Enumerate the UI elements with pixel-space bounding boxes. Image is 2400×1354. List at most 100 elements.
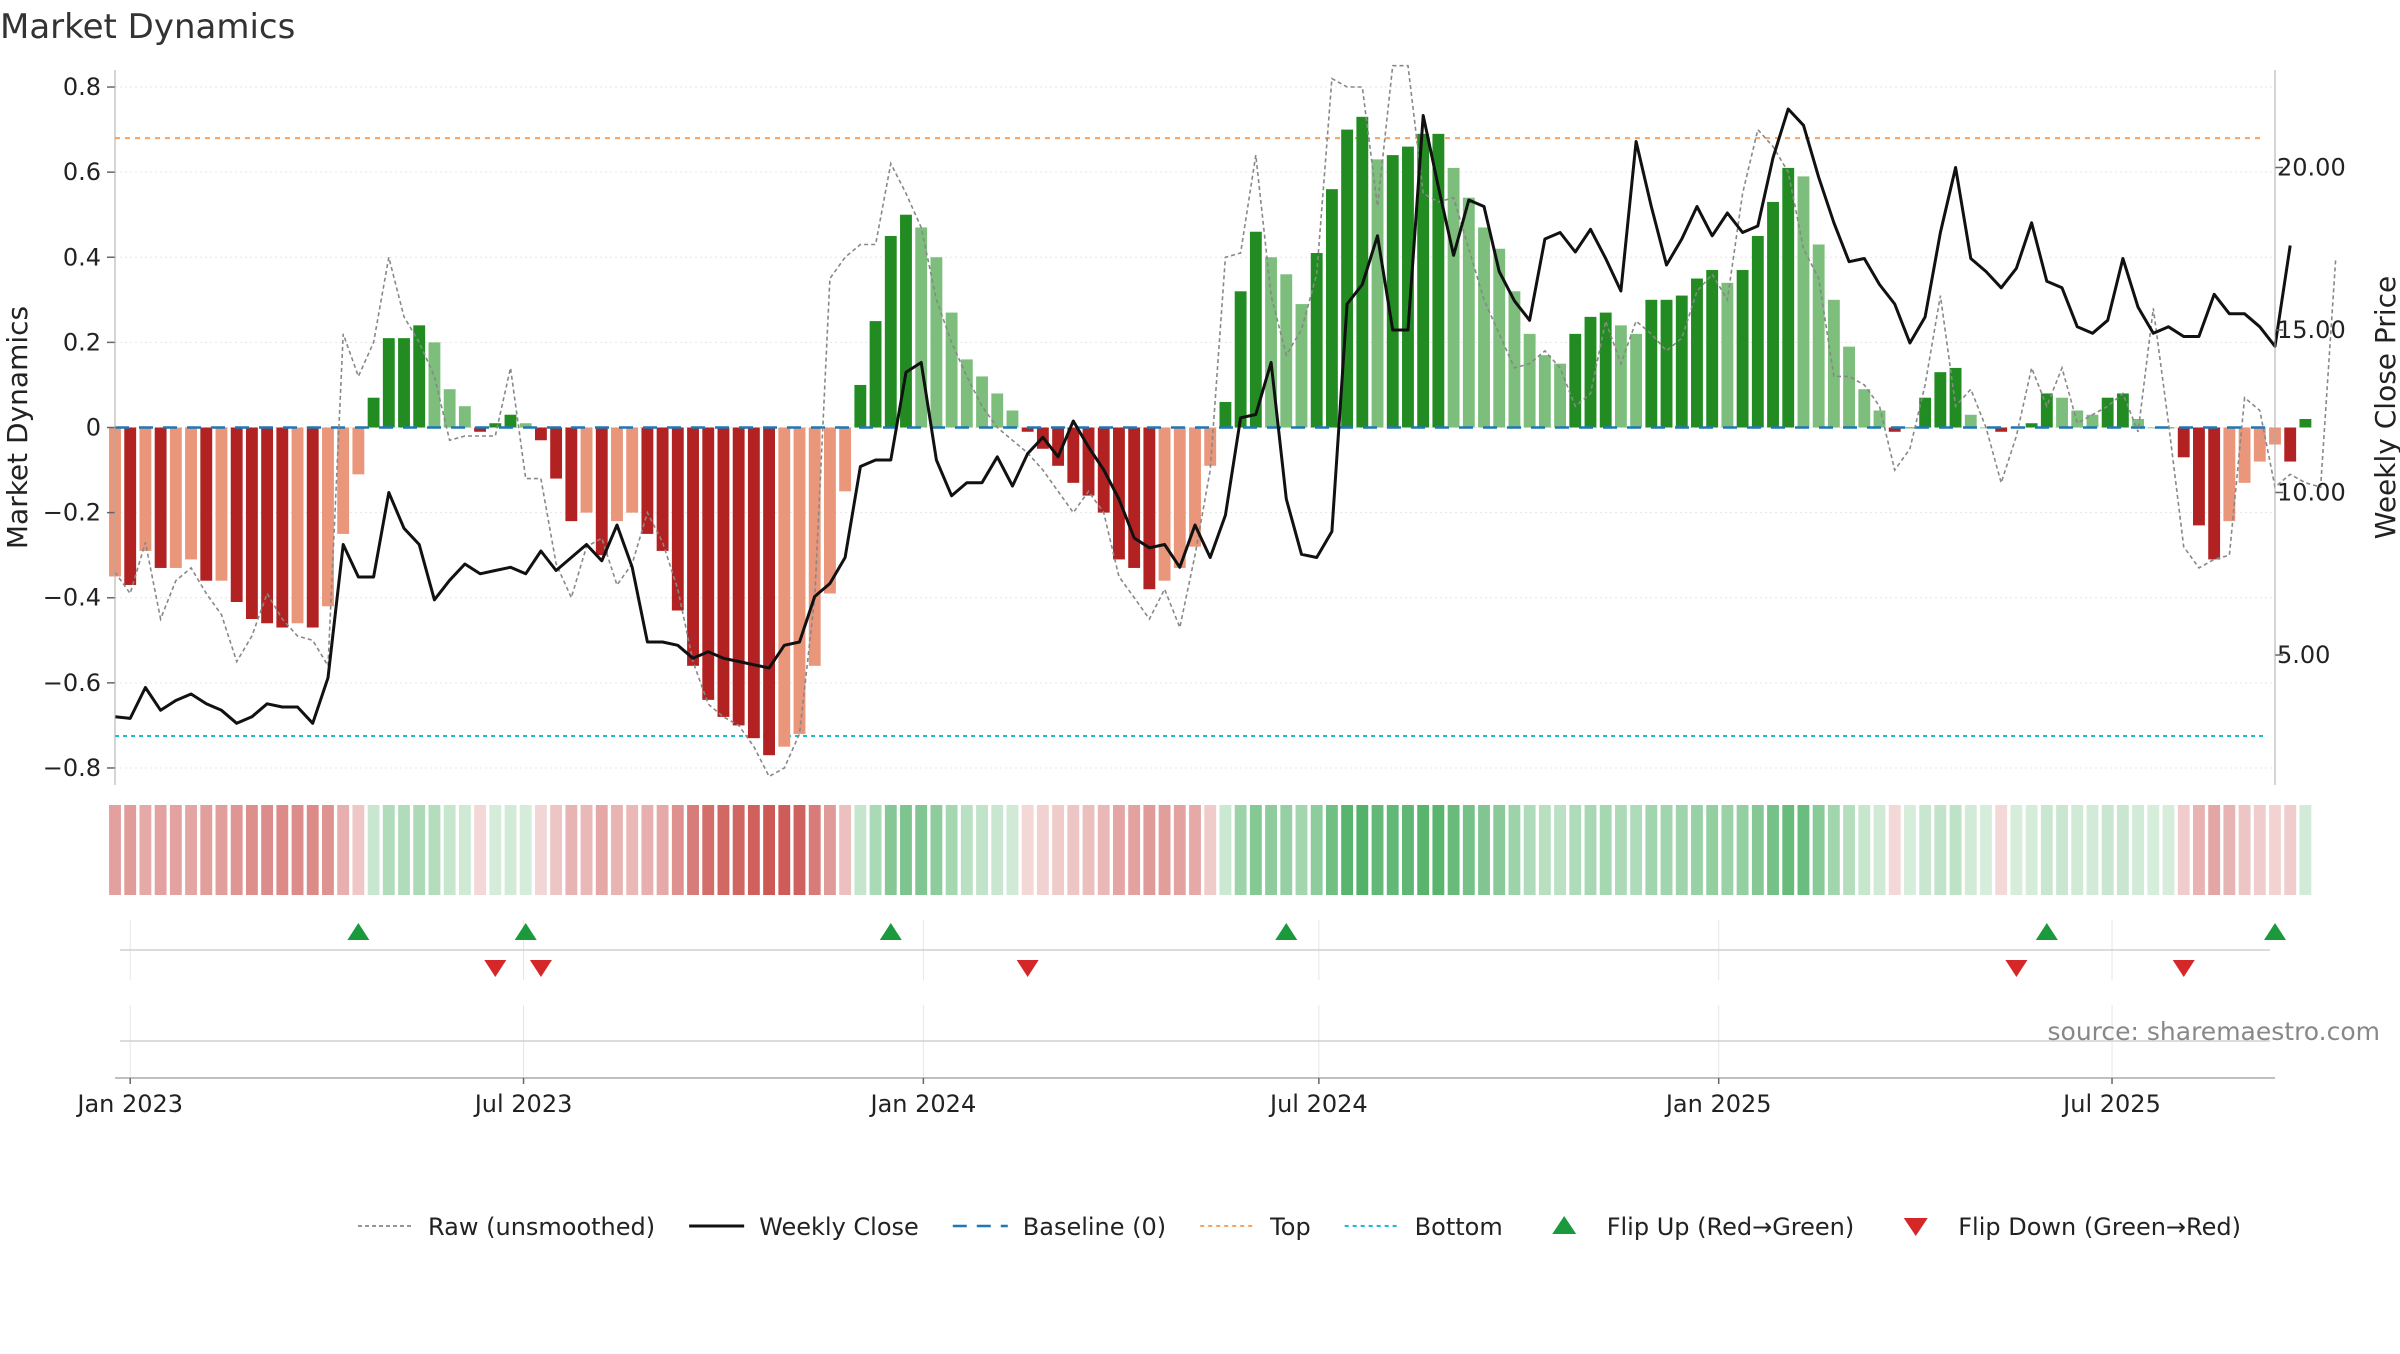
flip-up-marker bbox=[1275, 923, 1298, 940]
dynamics-bar bbox=[1767, 201, 1779, 428]
flip-down-marker bbox=[2172, 960, 2195, 977]
heat-strip-cell bbox=[702, 805, 715, 895]
heat-strip-cell bbox=[930, 805, 943, 895]
dynamics-bar bbox=[1554, 363, 1566, 428]
y-axis-left-label: Market Dynamics bbox=[1, 306, 34, 549]
heat-strip-cell bbox=[854, 805, 867, 895]
dynamics-bar bbox=[778, 427, 791, 747]
heat-strip-cell bbox=[732, 805, 745, 895]
heat-strip-cell bbox=[367, 805, 380, 895]
heat-strip-cell bbox=[2025, 805, 2038, 895]
dynamics-bar bbox=[1143, 427, 1156, 590]
dynamics-bar bbox=[747, 427, 760, 739]
x-tick-label: Jan 2025 bbox=[1664, 1090, 1772, 1118]
dynamics-bar bbox=[717, 427, 730, 717]
dynamics-bar bbox=[1630, 333, 1643, 428]
dynamics-bar bbox=[1265, 257, 1277, 428]
dynamics-bar bbox=[763, 427, 776, 756]
y-right-tick-label: 10.00 bbox=[2277, 479, 2346, 507]
dynamics-bar bbox=[641, 427, 654, 534]
heat-strip-cell bbox=[991, 805, 1004, 895]
dynamics-bar bbox=[1812, 244, 1825, 428]
dynamics-bar bbox=[2040, 393, 2053, 428]
dynamics-bar bbox=[169, 427, 182, 568]
heat-strip-cell bbox=[169, 805, 182, 895]
dynamics-bar bbox=[1645, 299, 1658, 428]
heat-strip-cell bbox=[2238, 805, 2251, 895]
heat-strip-cell bbox=[976, 805, 988, 895]
heat-strip-cell bbox=[200, 805, 213, 895]
heat-strip-cell bbox=[1295, 805, 1308, 895]
dynamics-bar bbox=[2253, 427, 2266, 462]
heat-strip-cell bbox=[1812, 805, 1825, 895]
y-left-tick-label: −0.2 bbox=[43, 499, 101, 527]
heat-strip-cell bbox=[276, 805, 289, 895]
y-left-tick-label: 0.4 bbox=[63, 243, 101, 271]
dynamics-bar bbox=[245, 427, 258, 620]
dynamics-bar bbox=[1386, 155, 1399, 428]
heat-strip-cell bbox=[626, 805, 639, 895]
heat-strip-cell bbox=[1782, 805, 1795, 895]
legend-item: Weekly Close bbox=[689, 1213, 919, 1241]
heat-strip-cell bbox=[1143, 805, 1156, 895]
heat-strip-cell bbox=[504, 805, 517, 895]
weekly-close-line bbox=[114, 107, 2292, 725]
y-left-tick-label: 0.8 bbox=[63, 73, 101, 101]
heat-strip-cell bbox=[671, 805, 684, 895]
heat-strip-cell bbox=[580, 805, 593, 895]
dynamics-bar bbox=[1402, 146, 1414, 428]
dynamics-bar bbox=[2299, 418, 2312, 428]
dynamics-bar bbox=[1751, 235, 1764, 428]
dynamics-bar bbox=[611, 427, 623, 522]
legend-item: Flip Down (Green→Red) bbox=[1903, 1213, 2241, 1241]
heat-strip-cell bbox=[1827, 805, 1840, 895]
heat-strip-cell bbox=[1402, 805, 1414, 895]
dynamics-bar bbox=[976, 376, 988, 428]
heat-strip-cell bbox=[2193, 805, 2205, 895]
heat-strip-cell bbox=[1736, 805, 1749, 895]
heat-strip-cell bbox=[2253, 805, 2266, 895]
dynamics-bar bbox=[428, 342, 441, 428]
dynamics-bar bbox=[930, 257, 943, 428]
heat-strip-cell bbox=[1904, 805, 1916, 895]
heat-strip-cell bbox=[1493, 805, 1506, 895]
dynamics-bar bbox=[2086, 414, 2099, 428]
heat-strip-cell bbox=[1858, 805, 1871, 895]
dynamics-bar bbox=[2177, 427, 2190, 458]
legend-label: Weekly Close bbox=[759, 1213, 919, 1241]
heat-strip-cell bbox=[2162, 805, 2175, 895]
dynamics-bar bbox=[1888, 427, 1901, 432]
heat-strip-cell bbox=[1797, 805, 1810, 895]
dynamics-bar bbox=[2101, 397, 2114, 428]
dynamics-bars bbox=[109, 116, 2312, 756]
heat-strip-cell bbox=[1265, 805, 1277, 895]
heat-strip-cell bbox=[2071, 805, 2084, 895]
heat-strip-cell bbox=[230, 805, 243, 895]
heat-strip-cell bbox=[1052, 805, 1065, 895]
dynamics-bar bbox=[2223, 427, 2236, 522]
heat-strip-cell bbox=[1660, 805, 1673, 895]
dynamics-bar bbox=[1508, 291, 1521, 428]
dynamics-bar bbox=[2284, 427, 2297, 462]
dynamics-bar bbox=[2025, 423, 2038, 428]
heat-strip-cell bbox=[322, 805, 334, 895]
dynamics-bar bbox=[1949, 367, 1962, 428]
heat-strip-cell bbox=[1538, 805, 1551, 895]
y-left-tick-label: 0 bbox=[86, 414, 101, 442]
heat-strip-cell bbox=[1584, 805, 1597, 895]
dynamics-bar bbox=[824, 427, 836, 594]
legend-label: Bottom bbox=[1415, 1213, 1503, 1241]
dynamics-bar bbox=[1675, 295, 1688, 428]
y-left-tick-label: 0.6 bbox=[63, 158, 101, 186]
y-axis-right-label: Weekly Close Price bbox=[2369, 276, 2400, 539]
date-axis: Jan 2023 Jul 2023 Jan 2024 Jul 2024 Jan 2025… bbox=[75, 1005, 2275, 1118]
dynamics-bar bbox=[960, 359, 973, 428]
dynamics-bar bbox=[200, 427, 213, 581]
dynamics-bar bbox=[1736, 270, 1749, 428]
heat-strip-cell bbox=[808, 805, 821, 895]
series-lines bbox=[114, 64, 2337, 778]
heat-strip-cell bbox=[1006, 805, 1019, 895]
heat-strip-cell bbox=[2101, 805, 2114, 895]
flip-markers-panel bbox=[120, 920, 2286, 980]
dynamics-bar bbox=[306, 427, 319, 628]
